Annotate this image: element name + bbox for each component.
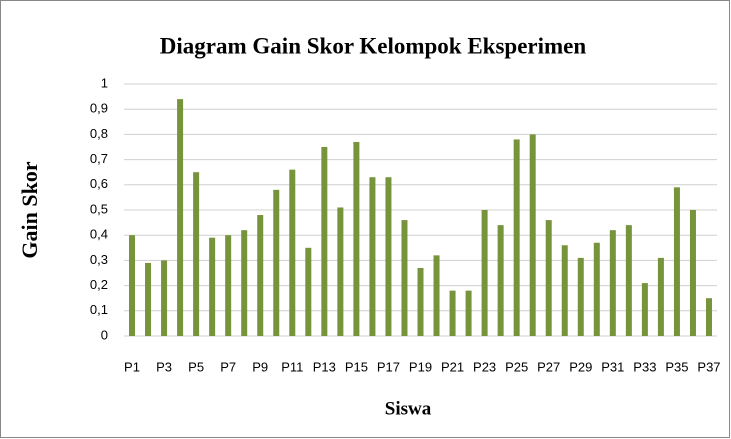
bar (321, 147, 328, 336)
x-tick-label: P9 (252, 359, 268, 374)
x-tick-label: P13 (313, 359, 336, 374)
x-tick-label: P3 (156, 359, 172, 374)
x-tick-label: P23 (473, 359, 496, 374)
bar (129, 235, 136, 336)
x-tick-label: P1 (124, 359, 140, 374)
bar (305, 247, 312, 336)
bar (689, 210, 696, 336)
x-tick-label: P27 (537, 359, 560, 374)
y-axis-label: Gain Skor (17, 161, 42, 258)
y-tick-label: 0,4 (90, 227, 108, 242)
x-tick-label: P31 (601, 359, 624, 374)
x-tick-label: P5 (188, 359, 204, 374)
bar (273, 189, 280, 336)
y-tick-label: 0,8 (90, 126, 108, 141)
bar (225, 235, 232, 336)
bar (593, 242, 600, 336)
bar (401, 220, 408, 336)
x-tick-label: P35 (665, 359, 688, 374)
bar (625, 225, 632, 336)
bar (561, 245, 568, 336)
bar (481, 210, 488, 336)
bar (465, 290, 472, 336)
y-tick-label: 0,1 (90, 302, 108, 317)
bar (177, 99, 184, 337)
x-tick-label: P37 (697, 359, 720, 374)
bar (337, 207, 344, 336)
bar (241, 230, 248, 336)
bar (257, 215, 264, 336)
y-tick-label: 0,6 (90, 176, 108, 191)
y-tick-label: 0 (101, 327, 108, 342)
x-tick-label: P11 (281, 359, 303, 374)
y-tick-label: 0,9 (90, 101, 108, 116)
bar (705, 298, 712, 336)
bar (145, 262, 152, 336)
x-axis-label: Siswa (385, 398, 432, 419)
y-tick-label: 0,2 (90, 277, 108, 292)
bar (417, 267, 424, 336)
bar (385, 177, 392, 336)
bar (353, 141, 360, 336)
x-tick-label: P33 (633, 359, 656, 374)
y-tick-label: 0,5 (90, 201, 108, 216)
bar (449, 290, 456, 336)
bar (497, 225, 504, 336)
x-tick-label: P21 (441, 359, 464, 374)
bar (513, 139, 520, 336)
x-tick-label: P17 (377, 359, 400, 374)
bar (529, 134, 536, 336)
x-tick-label: P15 (345, 359, 368, 374)
bar (609, 230, 616, 336)
x-tick-label: P19 (409, 359, 432, 374)
x-tick-label: P25 (505, 359, 528, 374)
y-tick-label: 0,7 (90, 151, 108, 166)
bar (369, 177, 376, 336)
bar (161, 260, 168, 336)
bar (545, 220, 552, 336)
x-tick-label: P29 (569, 359, 592, 374)
bar (193, 172, 200, 336)
bar (209, 237, 216, 336)
bar (433, 255, 440, 336)
chart-title: Diagram Gain Skor Kelompok Eksperimen (160, 33, 587, 58)
bar (641, 283, 648, 336)
bar (657, 257, 664, 336)
y-tick-label: 0,3 (90, 252, 108, 267)
bar (673, 187, 680, 336)
bar (577, 257, 584, 336)
bar (289, 169, 296, 336)
x-tick-label: P7 (220, 359, 236, 374)
y-tick-label: 1 (101, 75, 108, 90)
